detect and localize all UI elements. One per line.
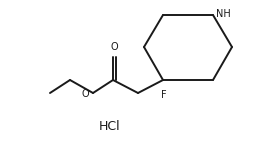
Text: F: F <box>161 90 167 100</box>
Text: O: O <box>110 42 118 52</box>
Text: NH: NH <box>216 9 231 19</box>
Text: HCl: HCl <box>99 119 121 132</box>
Text: O: O <box>81 89 89 99</box>
